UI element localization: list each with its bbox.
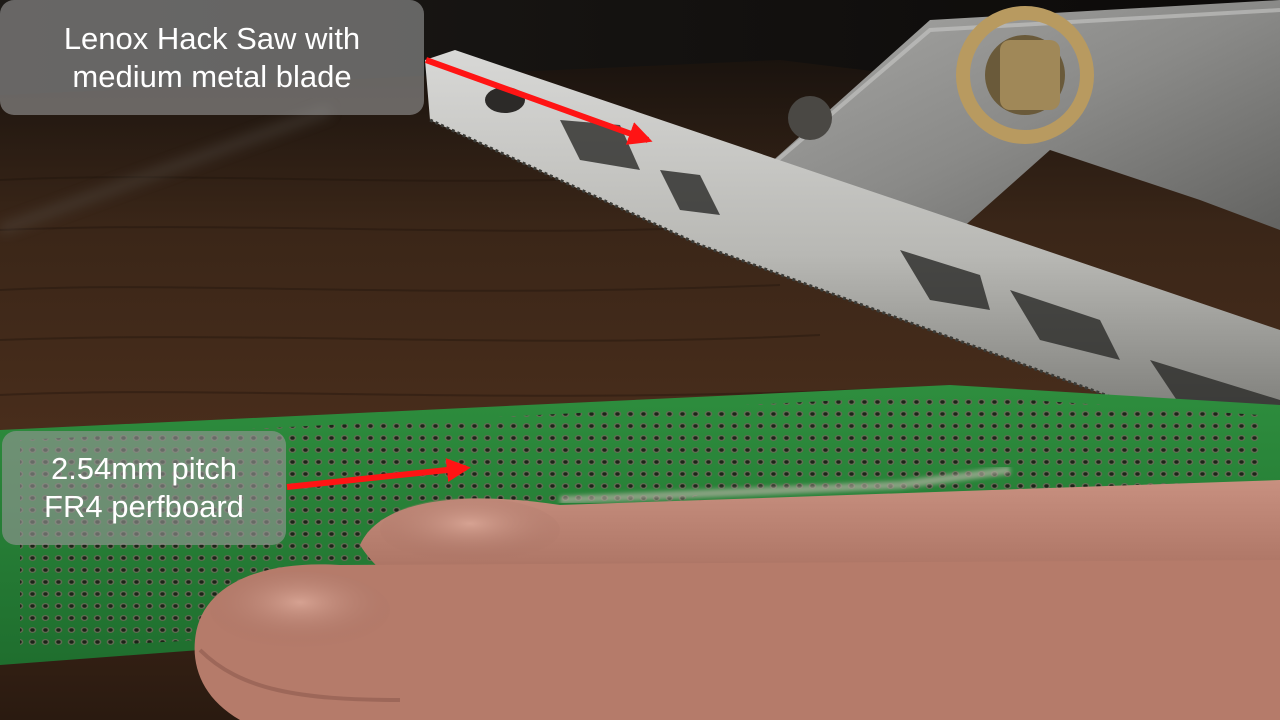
finger-thumb — [194, 560, 1280, 720]
wingnut-icon — [956, 6, 1094, 144]
perfboard-callout-line1: 2.54mm pitch — [50, 451, 238, 486]
saw-callout-line1: Lenox Hack Saw with — [63, 20, 361, 56]
blade-teeth — [429, 118, 1280, 462]
saw-callout-line2: medium metal blade — [72, 58, 352, 94]
hand — [194, 480, 1280, 720]
perfboard-callout: 2.54mm pitch FR4 perfboard — [2, 431, 286, 545]
blade-wear-marks — [560, 120, 1280, 440]
table-edge-glow — [0, 105, 332, 235]
arrow-to-blade — [424, 57, 653, 145]
blade-screw-icon — [788, 96, 832, 140]
hacksaw — [425, 0, 1280, 462]
perfboard-cut-edge — [559, 466, 1011, 504]
perfboard-callout-line2: FR4 perfboard — [44, 489, 244, 524]
saw-callout: Lenox Hack Saw with medium metal blade — [0, 0, 424, 115]
arrow-to-perfboard — [286, 458, 471, 490]
hacksaw-blade — [425, 50, 1280, 460]
